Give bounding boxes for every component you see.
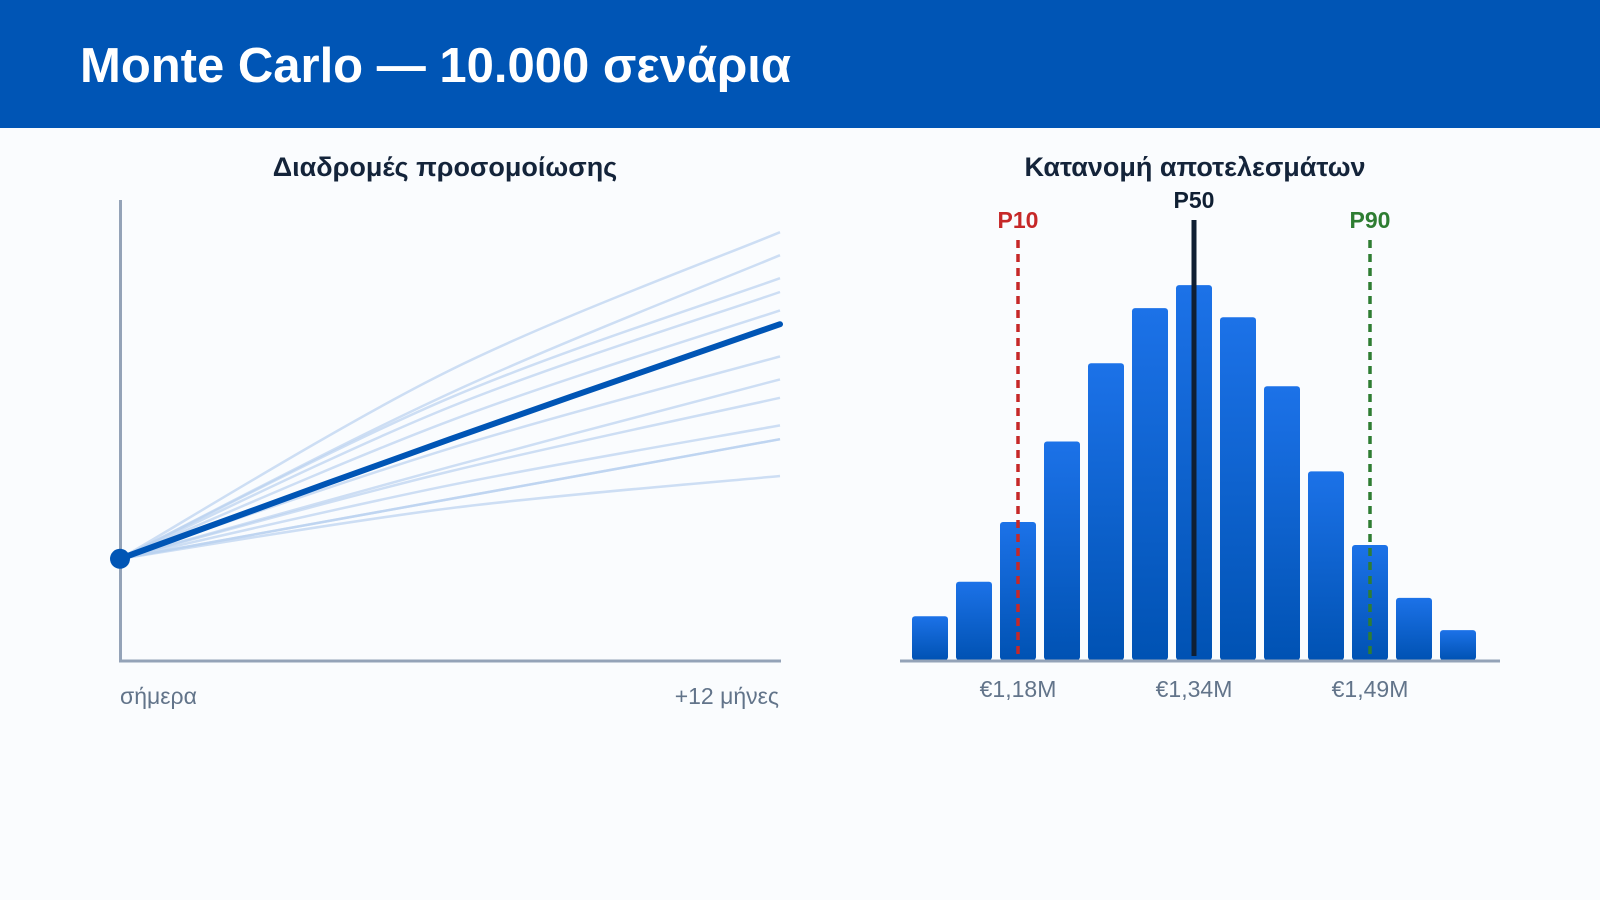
histogram-bar-6 (1132, 308, 1168, 660)
histogram-tick-2: €1,34M (1156, 676, 1233, 702)
x-tick-end: +12 μήνες (675, 683, 779, 709)
histogram-bar-2 (956, 581, 992, 660)
p10-label: P10 (998, 207, 1039, 233)
p90-label: P90 (1350, 207, 1391, 233)
simulation-path-8 (119, 396, 781, 561)
x-tick-start: σήμερα (120, 683, 197, 709)
simulation-path-1 (119, 231, 781, 560)
median-path-group (117, 321, 783, 562)
histogram-tick-1: €1,18M (980, 676, 1057, 702)
histogram-bar-11 (1352, 545, 1388, 660)
median-path-line (117, 321, 783, 562)
simulation-path-9 (119, 424, 781, 561)
histogram-bar-9 (1264, 386, 1300, 660)
p50-label: P50 (1174, 187, 1215, 213)
percentile-markers: P10 P50 P90 (998, 187, 1391, 656)
histogram-bar-1 (912, 616, 948, 660)
simulation-path-11 (119, 437, 781, 561)
histogram-bar-12 (1396, 597, 1432, 660)
simulation-path-5 (119, 309, 781, 560)
histogram-tick-3: €1,49M (1332, 676, 1409, 702)
page-title: Monte Carlo — 10.000 σενάρια (80, 39, 792, 93)
start-point (110, 548, 130, 569)
histogram-bar-5 (1088, 363, 1124, 660)
simulation-path-12 (119, 474, 781, 561)
histogram-tick-labels: €1,18M €1,34M €1,49M (980, 676, 1409, 702)
simulation-path-3 (119, 277, 781, 560)
paths-chart-title: Διαδρομές προσομοίωσης (273, 152, 617, 182)
histogram-bar-8 (1220, 317, 1256, 660)
histogram-bar-4 (1044, 441, 1080, 660)
histogram-bar-10 (1308, 471, 1344, 660)
header-bar: Monte Carlo — 10.000 σενάρια (0, 0, 1600, 128)
paths-series-group (119, 231, 781, 561)
simulation-path-4 (119, 290, 781, 560)
histogram-bars (912, 285, 1476, 660)
histogram-bar-13 (1440, 630, 1476, 660)
simulation-paths-chart: Διαδρομές προσομοίωσης σήμερα +12 μήνες (110, 152, 783, 709)
distribution-histogram: Κατανομή αποτελεσμάτων €1,18M €1,34M €1,49… (900, 152, 1500, 702)
histogram-title: Κατανομή αποτελεσμάτων (1024, 152, 1365, 182)
